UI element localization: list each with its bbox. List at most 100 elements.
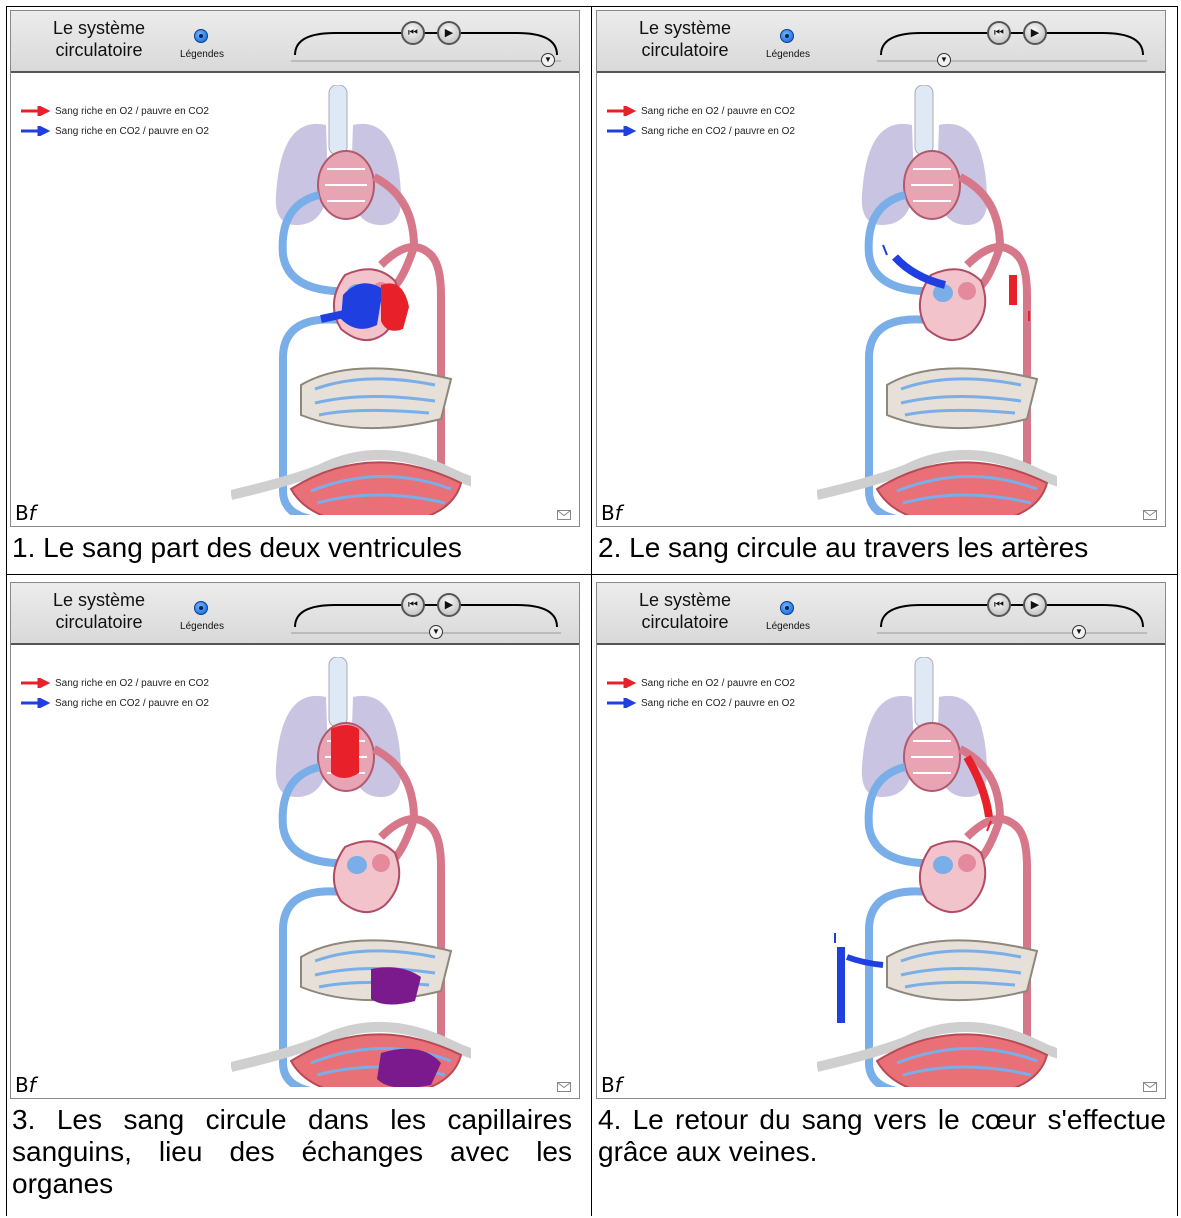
simulation-panel-1: Le système circulatoire Légendes ⏮ ▶ ▼ S… — [10, 10, 580, 527]
capillary-mesh — [911, 740, 953, 774]
diagram-area — [815, 84, 1138, 526]
legend-toggle-label: Légendes — [180, 621, 224, 632]
app-title: Le système circulatoire — [52, 18, 146, 60]
timeline-track — [291, 604, 561, 634]
table-border-right — [1177, 6, 1178, 1216]
timeline[interactable]: ⏮ ▶ ▼ — [291, 15, 561, 67]
simulation-toolbar: Le système circulatoire Légendes ⏮ ▶ ▼ — [11, 583, 579, 645]
organ-capillaries — [314, 377, 436, 417]
blue-arrow-icon — [607, 126, 637, 136]
table-border-left — [6, 6, 7, 1216]
blue-arrow-icon — [21, 698, 51, 708]
vein-segment-highlight — [320, 309, 350, 323]
legend-item-deoxygenated: Sang riche en CO2 / pauvre en O2 — [21, 121, 209, 141]
trachea — [914, 84, 934, 156]
timeline[interactable]: ⏮ ▶ ▼ — [877, 587, 1147, 639]
pulmonary-artery — [864, 191, 944, 296]
red-arrow-icon — [21, 106, 51, 116]
organ-tissue — [300, 367, 453, 430]
legend-label-deoxygenated: Sang riche en CO2 / pauvre en O2 — [55, 125, 209, 137]
step-caption-2: 2. Le sang circule au travers les artère… — [598, 532, 1089, 563]
legend-label-deoxygenated: Sang riche en CO2 / pauvre en O2 — [641, 125, 795, 137]
rewind-icon[interactable]: ⏮ — [987, 593, 1011, 617]
publisher-logo: Bf — [601, 1073, 622, 1097]
comparison-table — [6, 6, 1178, 1216]
timeline-track — [877, 604, 1147, 634]
simulation-panel-2: Le système circulatoire Légendes ⏮ ▶ ▼ S… — [596, 10, 1166, 527]
red-arrow-icon — [607, 678, 637, 688]
legend-toggle-button[interactable] — [780, 601, 794, 615]
timeline[interactable]: ⏮ ▶ ▼ — [877, 15, 1147, 67]
red-arrow-icon — [21, 678, 51, 688]
legend-item-oxygenated: Sang riche en O2 / pauvre en CO2 — [21, 101, 209, 121]
muscle-capillaries — [310, 475, 452, 505]
color-legend: Sang riche en O2 / pauvre en CO2 Sang ri… — [21, 101, 209, 141]
legend-label-oxygenated: Sang riche en O2 / pauvre en CO2 — [641, 677, 795, 689]
legend-label-deoxygenated: Sang riche en CO2 / pauvre en O2 — [55, 697, 209, 709]
legend-label-oxygenated: Sang riche en O2 / pauvre en CO2 — [55, 677, 209, 689]
chevron-down-icon[interactable]: ▼ — [541, 53, 555, 67]
capillary-mesh — [325, 168, 367, 202]
legend-toggle-button[interactable] — [194, 601, 208, 615]
trachea — [328, 84, 348, 156]
timeline-track — [291, 32, 561, 62]
legend-item-deoxygenated: Sang riche en CO2 / pauvre en O2 — [607, 693, 795, 713]
pulmonary-artery — [864, 763, 944, 868]
left-ventricle-highlight — [381, 283, 409, 331]
circulatory-diagram — [229, 656, 552, 1098]
play-icon[interactable]: ▶ — [1023, 593, 1047, 617]
organ-tissue — [886, 367, 1039, 430]
simulation-panel-3: Le système circulatoire Légendes ⏮ ▶ ▼ S… — [10, 582, 580, 1099]
play-icon[interactable]: ▶ — [1023, 21, 1047, 45]
blue-arrow-icon — [21, 126, 51, 136]
simulation-toolbar: Le système circulatoire Légendes ⏮ ▶ ▼ — [597, 11, 1165, 73]
legend-label-oxygenated: Sang riche en O2 / pauvre en CO2 — [641, 105, 795, 117]
legend-item-deoxygenated: Sang riche en CO2 / pauvre en O2 — [607, 121, 795, 141]
organ-capillaries — [900, 377, 1022, 417]
rewind-icon[interactable]: ⏮ — [401, 593, 425, 617]
diagram-area — [229, 84, 552, 526]
trachea — [328, 656, 348, 728]
trachea — [914, 656, 934, 728]
mail-icon[interactable] — [1143, 510, 1157, 520]
heart — [919, 840, 987, 913]
app-title: Le système circulatoire — [638, 590, 732, 632]
mail-icon[interactable] — [557, 1082, 571, 1092]
diagram-area — [229, 656, 552, 1098]
right-ventricle-highlight — [341, 283, 383, 329]
simulation-toolbar: Le système circulatoire Légendes ⏮ ▶ ▼ — [597, 583, 1165, 645]
publisher-logo: Bf — [15, 1073, 36, 1097]
app-title: Le système circulatoire — [638, 18, 732, 60]
rewind-icon[interactable]: ⏮ — [987, 21, 1011, 45]
circulatory-diagram — [815, 84, 1138, 526]
pulmonary-vein-highlight — [963, 754, 993, 818]
down-arrow-icon — [986, 820, 992, 832]
play-icon[interactable]: ▶ — [437, 21, 461, 45]
rewind-icon[interactable]: ⏮ — [401, 21, 425, 45]
chevron-down-icon[interactable]: ▼ — [937, 53, 951, 67]
chevron-down-icon[interactable]: ▼ — [429, 625, 443, 639]
legend-toggle-button[interactable] — [780, 29, 794, 43]
blue-arrow-icon — [607, 698, 637, 708]
left-atrium — [372, 854, 390, 872]
timeline[interactable]: ⏮ ▶ ▼ — [291, 587, 561, 639]
legend-toggle-button[interactable] — [194, 29, 208, 43]
red-arrow-icon — [607, 106, 637, 116]
right-atrium — [933, 284, 953, 302]
left-atrium — [958, 282, 976, 300]
muscle-capillaries-highlight — [377, 1048, 441, 1088]
capillary-mesh — [911, 168, 953, 202]
mail-icon[interactable] — [1143, 1082, 1157, 1092]
color-legend: Sang riche en O2 / pauvre en CO2 Sang ri… — [607, 673, 795, 713]
pulmonary-artery — [278, 763, 358, 868]
pulmonary-artery-highlight — [892, 254, 947, 289]
legend-item-oxygenated: Sang riche en O2 / pauvre en CO2 — [607, 101, 795, 121]
legend-toggle-label: Légendes — [180, 49, 224, 60]
chevron-down-icon[interactable]: ▼ — [1072, 625, 1086, 639]
publisher-logo: Bf — [601, 501, 622, 525]
step-caption-3: 3. Les sang circule dans les capillaires… — [12, 1104, 572, 1199]
play-icon[interactable]: ▶ — [437, 593, 461, 617]
right-atrium — [933, 856, 953, 874]
mail-icon[interactable] — [557, 510, 571, 520]
legend-item-deoxygenated: Sang riche en CO2 / pauvre en O2 — [21, 693, 209, 713]
